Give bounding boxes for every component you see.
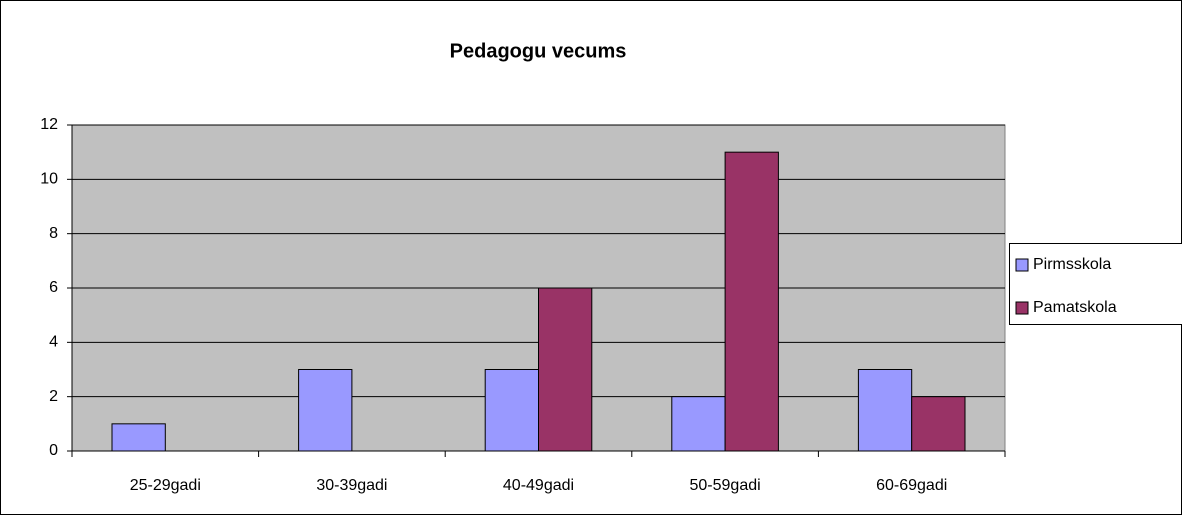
x-tick-label: 40-49gadi (503, 477, 574, 494)
legend-label: Pamatskola (1033, 299, 1117, 316)
bar (911, 396, 966, 452)
legend-label: Pirmsskola (1033, 256, 1111, 273)
legend-swatch (1015, 258, 1029, 272)
y-tick-label: 8 (49, 225, 58, 242)
y-tick-label: 6 (49, 279, 58, 296)
legend-box (1009, 243, 1182, 325)
x-tick-label: 60-69gadi (876, 477, 947, 494)
bar (724, 151, 779, 452)
bar (857, 369, 913, 452)
legend-swatch (1015, 301, 1029, 315)
y-tick-label: 4 (49, 334, 58, 351)
y-tick-label: 10 (40, 171, 58, 188)
chart-title: Pedagogu vecums (450, 40, 627, 62)
bar (484, 369, 540, 452)
bar (111, 423, 166, 452)
y-tick-label: 12 (40, 116, 58, 133)
bar (298, 369, 353, 452)
bar (671, 396, 726, 452)
y-tick-label: 0 (49, 442, 58, 459)
x-tick-label: 50-59gadi (690, 477, 761, 494)
x-tick-label: 25-29gadi (130, 477, 201, 494)
bar (538, 287, 593, 452)
x-tick-label: 30-39gadi (316, 477, 387, 494)
y-tick-label: 2 (49, 388, 58, 405)
